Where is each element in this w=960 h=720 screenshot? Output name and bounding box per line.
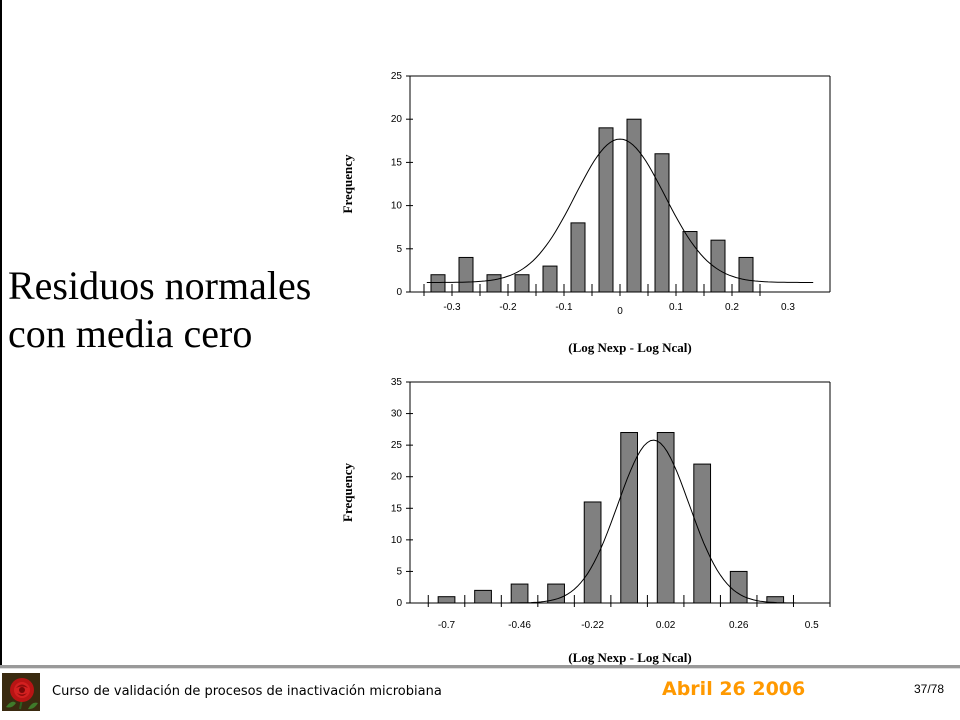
histogram-bar bbox=[620, 432, 638, 604]
histogram-bar bbox=[656, 432, 675, 604]
histogram-bar bbox=[437, 596, 456, 604]
x-tick-label: 0.2 bbox=[725, 302, 739, 313]
footer-rule bbox=[0, 665, 960, 668]
x-axis-label: (Log Nexp - Log Ncal) bbox=[568, 650, 692, 665]
y-axis-label: Frequency bbox=[340, 154, 355, 213]
histogram-bar bbox=[693, 463, 712, 604]
histogram-bar bbox=[682, 231, 698, 293]
histogram-bar bbox=[570, 222, 586, 293]
histogram-bar bbox=[510, 583, 529, 604]
x-tick-label: -0.46 bbox=[508, 620, 531, 631]
x-axis-label: (Log Nexp - Log Ncal) bbox=[568, 340, 692, 355]
footer-date: Abril 26 2006 bbox=[662, 678, 806, 700]
y-tick-label: 0 bbox=[396, 598, 402, 609]
y-tick-label: 15 bbox=[391, 157, 403, 168]
y-axis-label: Frequency bbox=[340, 463, 355, 522]
histogram-bar bbox=[710, 239, 726, 293]
y-tick-label: 25 bbox=[391, 440, 403, 451]
y-tick-label: 10 bbox=[391, 201, 403, 212]
y-tick-label: 20 bbox=[391, 472, 403, 483]
y-tick-label: 10 bbox=[391, 535, 403, 546]
headline-line-1: Residuos normales bbox=[8, 263, 312, 308]
histogram-bar bbox=[626, 118, 642, 293]
x-tick-label: 0.26 bbox=[729, 620, 749, 631]
histogram-bar bbox=[458, 256, 474, 293]
histogram-bar bbox=[738, 256, 754, 293]
y-tick-label: 35 bbox=[391, 377, 403, 388]
footer-rule-shadow bbox=[0, 668, 960, 669]
histogram-bar bbox=[547, 583, 565, 604]
y-tick-label: 5 bbox=[396, 566, 402, 577]
normal-fit-curve bbox=[431, 439, 830, 604]
x-tick-label: -0.3 bbox=[443, 302, 461, 313]
x-tick-label: 0.02 bbox=[656, 620, 676, 631]
y-tick-label: 25 bbox=[391, 71, 403, 82]
histogram-bar bbox=[474, 589, 492, 604]
x-tick-label: -0.2 bbox=[499, 302, 517, 313]
x-tick-label: 0.5 bbox=[805, 620, 819, 631]
footer-course-title: Curso de validación de procesos de inact… bbox=[52, 684, 442, 699]
histogram-bar bbox=[430, 274, 446, 293]
headline-line-2: con media cero bbox=[8, 311, 253, 356]
histogram-bar bbox=[598, 127, 614, 293]
x-tick-label: 0.1 bbox=[669, 302, 683, 313]
x-tick-label: 0.3 bbox=[781, 302, 795, 313]
x-tick-label: -0.1 bbox=[555, 302, 573, 313]
y-tick-label: 15 bbox=[391, 503, 403, 514]
slide-headline: Residuos normales con media cero bbox=[8, 262, 348, 358]
histogram-bar bbox=[514, 274, 530, 293]
rose-logo-icon bbox=[2, 673, 40, 711]
normal-fit-curve bbox=[426, 138, 814, 283]
x-tick-label: -0.7 bbox=[438, 620, 456, 631]
y-tick-label: 0 bbox=[396, 287, 402, 298]
slide-left-border bbox=[0, 0, 2, 666]
histogram-bar bbox=[542, 265, 558, 293]
y-tick-label: 5 bbox=[396, 244, 402, 255]
histogram-bar bbox=[729, 570, 748, 604]
y-tick-label: 20 bbox=[391, 114, 403, 125]
histogram-bar bbox=[654, 153, 670, 293]
x-tick-label: -0.22 bbox=[581, 620, 604, 631]
histogram-bar bbox=[583, 501, 602, 604]
footer-page-number: 37/78 bbox=[913, 682, 944, 696]
y-tick-label: 30 bbox=[391, 409, 403, 420]
x-tick-label: 0 bbox=[617, 306, 623, 317]
